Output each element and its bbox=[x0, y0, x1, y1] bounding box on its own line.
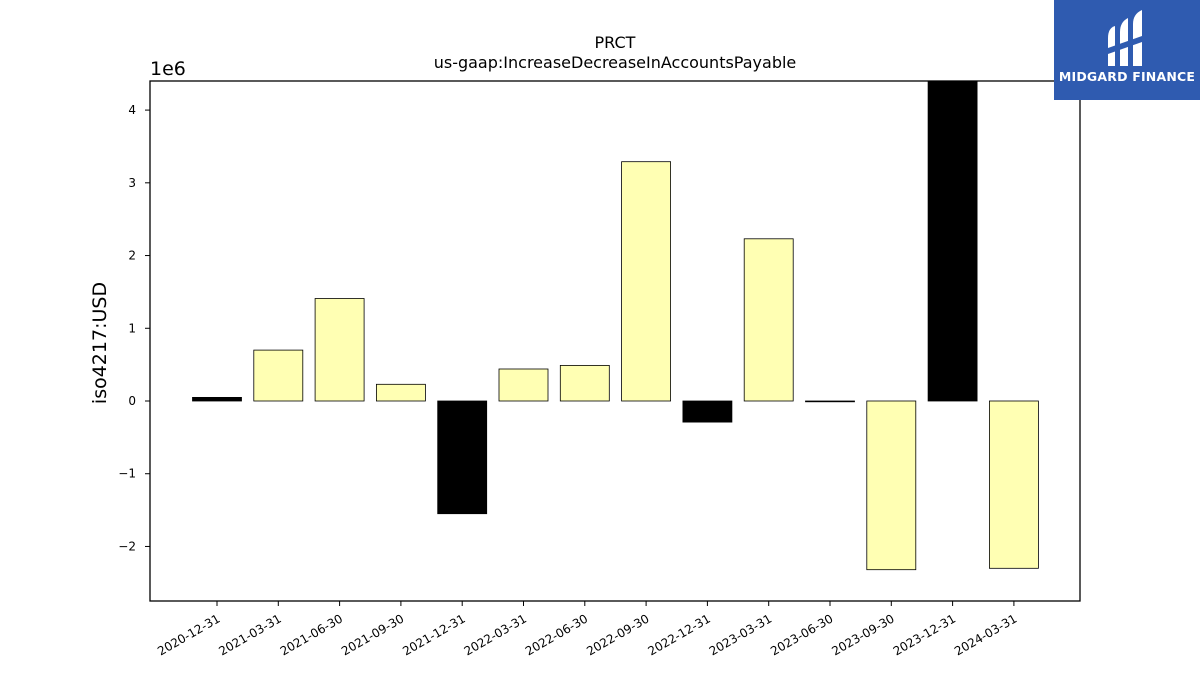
chart-subtitle: us-gaap:IncreaseDecreaseInAccountsPayabl… bbox=[434, 53, 797, 72]
logo-text: MIDGARD FINANCE bbox=[1058, 69, 1196, 84]
x-tick-label: 2024-03-31 bbox=[952, 611, 1019, 658]
x-tick-label: 2022-03-31 bbox=[462, 611, 529, 658]
midgard-logo-mark-icon bbox=[1108, 10, 1142, 66]
bar-2022-06-30 bbox=[559, 364, 610, 402]
chart-title: PRCT bbox=[595, 33, 636, 52]
x-tick-label: 2022-06-30 bbox=[523, 611, 590, 658]
x-tick-label: 2021-09-30 bbox=[339, 611, 406, 658]
bar-2020-12-31 bbox=[192, 396, 242, 402]
bar-2023-06-30 bbox=[805, 400, 855, 403]
y-tick-label: 0 bbox=[128, 394, 136, 408]
x-tick-label: 2021-12-31 bbox=[400, 611, 467, 658]
bar-2021-03-31 bbox=[253, 349, 304, 402]
y-tick-label: 3 bbox=[128, 176, 136, 190]
bar-2021-12-31 bbox=[437, 400, 488, 515]
y-tick-label: 1 bbox=[128, 321, 136, 335]
bar-2023-03-31 bbox=[743, 238, 794, 402]
x-tick-label: 2022-09-30 bbox=[584, 611, 651, 658]
x-tick-label: 2020-12-31 bbox=[155, 611, 222, 658]
midgard-finance-logo: MIDGARD FINANCE bbox=[1054, 0, 1200, 100]
bar-2021-06-30 bbox=[314, 298, 365, 402]
bar-2022-03-31 bbox=[498, 368, 549, 402]
x-tick-label: 2023-03-31 bbox=[707, 611, 774, 658]
x-tick-label: 2022-12-31 bbox=[645, 611, 712, 658]
x-tick-label: 2023-06-30 bbox=[768, 611, 835, 658]
y-tick-label: 2 bbox=[128, 249, 136, 263]
bar-2022-09-30 bbox=[621, 161, 671, 402]
y-tick-label: −1 bbox=[118, 467, 136, 481]
bar-2023-12-31 bbox=[927, 80, 978, 402]
x-tick-label: 2023-12-31 bbox=[891, 611, 958, 658]
y-tick-label: 4 bbox=[128, 103, 136, 117]
y-offset-label: 1e6 bbox=[150, 58, 186, 80]
bar-2024-03-31 bbox=[989, 400, 1039, 569]
bar-2023-09-30 bbox=[866, 400, 917, 571]
y-axis-label: iso4217:USD bbox=[89, 282, 111, 404]
bar-2022-12-31 bbox=[682, 400, 733, 423]
x-tick-label: 2023-09-30 bbox=[829, 611, 896, 658]
plot-frame bbox=[149, 80, 1081, 602]
x-tick-label: 2021-06-30 bbox=[278, 611, 345, 658]
x-tick-label: 2021-03-31 bbox=[216, 611, 283, 658]
bar-2021-09-30 bbox=[375, 383, 426, 402]
y-tick-label: −2 bbox=[118, 539, 136, 553]
